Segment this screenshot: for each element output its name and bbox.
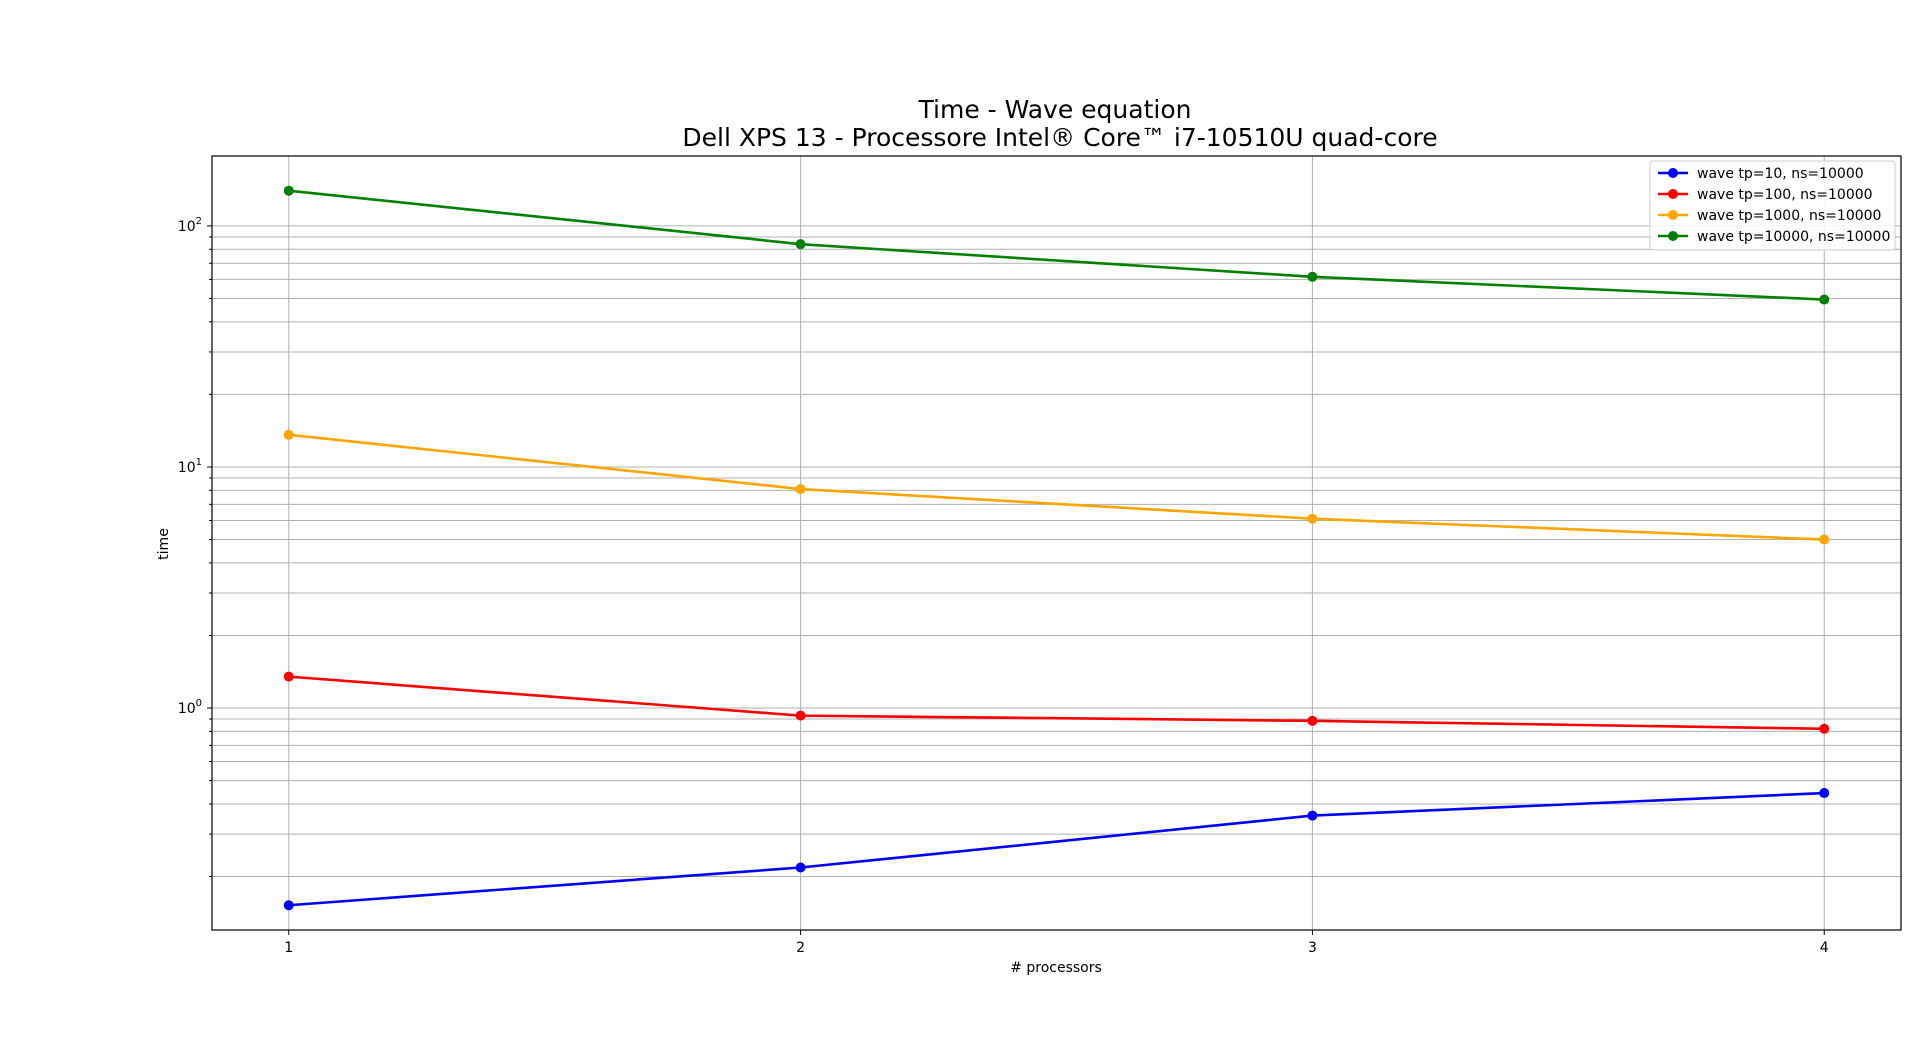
series-line bbox=[288, 433, 1825, 541]
y-tick-label: 101 bbox=[178, 457, 202, 476]
series-1 bbox=[283, 788, 1830, 911]
series-line bbox=[288, 791, 1825, 907]
data-point bbox=[1307, 271, 1318, 282]
legend-label: wave tp=10000, ns=10000 bbox=[1697, 229, 1890, 245]
data-point bbox=[1819, 723, 1830, 734]
legend: wave tp=10, ns=10000 wave tp=100, ns=1000… bbox=[1649, 160, 1896, 251]
y-tick-label: 102 bbox=[178, 216, 202, 235]
plot-frame bbox=[211, 155, 1902, 931]
chart-title: Time - Wave equation bbox=[918, 95, 1192, 124]
data-point bbox=[1307, 715, 1318, 726]
legend-marker bbox=[1668, 210, 1678, 220]
data-point bbox=[283, 429, 294, 440]
x-tick-label: 4 bbox=[1820, 940, 1829, 956]
x-axis-label: # processors bbox=[1010, 960, 1102, 976]
data-point bbox=[795, 239, 806, 250]
y-ticks: 100 101 102 bbox=[178, 216, 212, 878]
legend-label: wave tp=10, ns=10000 bbox=[1697, 166, 1864, 182]
series-3 bbox=[283, 429, 1830, 545]
series-4 bbox=[283, 185, 1830, 305]
data-point bbox=[283, 900, 294, 911]
data-point bbox=[795, 710, 806, 721]
legend-marker bbox=[1668, 189, 1678, 199]
legend-marker bbox=[1668, 168, 1678, 178]
series-2 bbox=[283, 671, 1830, 734]
series-lines bbox=[283, 185, 1830, 911]
data-point bbox=[1819, 788, 1830, 799]
data-point bbox=[795, 484, 806, 495]
series-line bbox=[288, 189, 1825, 301]
data-point bbox=[1819, 534, 1830, 545]
data-point bbox=[283, 185, 294, 196]
y-axis-label: time bbox=[156, 528, 172, 560]
grid bbox=[212, 156, 1901, 930]
chart-subtitle: Dell XPS 13 - Processore Intel® Core™ i7… bbox=[682, 123, 1437, 152]
legend-box bbox=[1649, 160, 1896, 251]
legend-marker bbox=[1668, 231, 1678, 241]
x-ticks: 1 2 3 4 bbox=[284, 930, 1829, 956]
data-point bbox=[1307, 513, 1318, 524]
data-point bbox=[283, 671, 294, 682]
data-point bbox=[1819, 294, 1830, 305]
x-tick-label: 1 bbox=[284, 940, 293, 956]
legend-label: wave tp=100, ns=10000 bbox=[1697, 187, 1873, 203]
data-point bbox=[1307, 810, 1318, 821]
legend-label: wave tp=1000, ns=10000 bbox=[1697, 208, 1881, 224]
series-line bbox=[288, 675, 1825, 731]
x-tick-label: 3 bbox=[1308, 940, 1317, 956]
x-tick-label: 2 bbox=[796, 940, 805, 956]
data-point bbox=[795, 862, 806, 873]
y-tick-label: 100 bbox=[178, 698, 202, 717]
